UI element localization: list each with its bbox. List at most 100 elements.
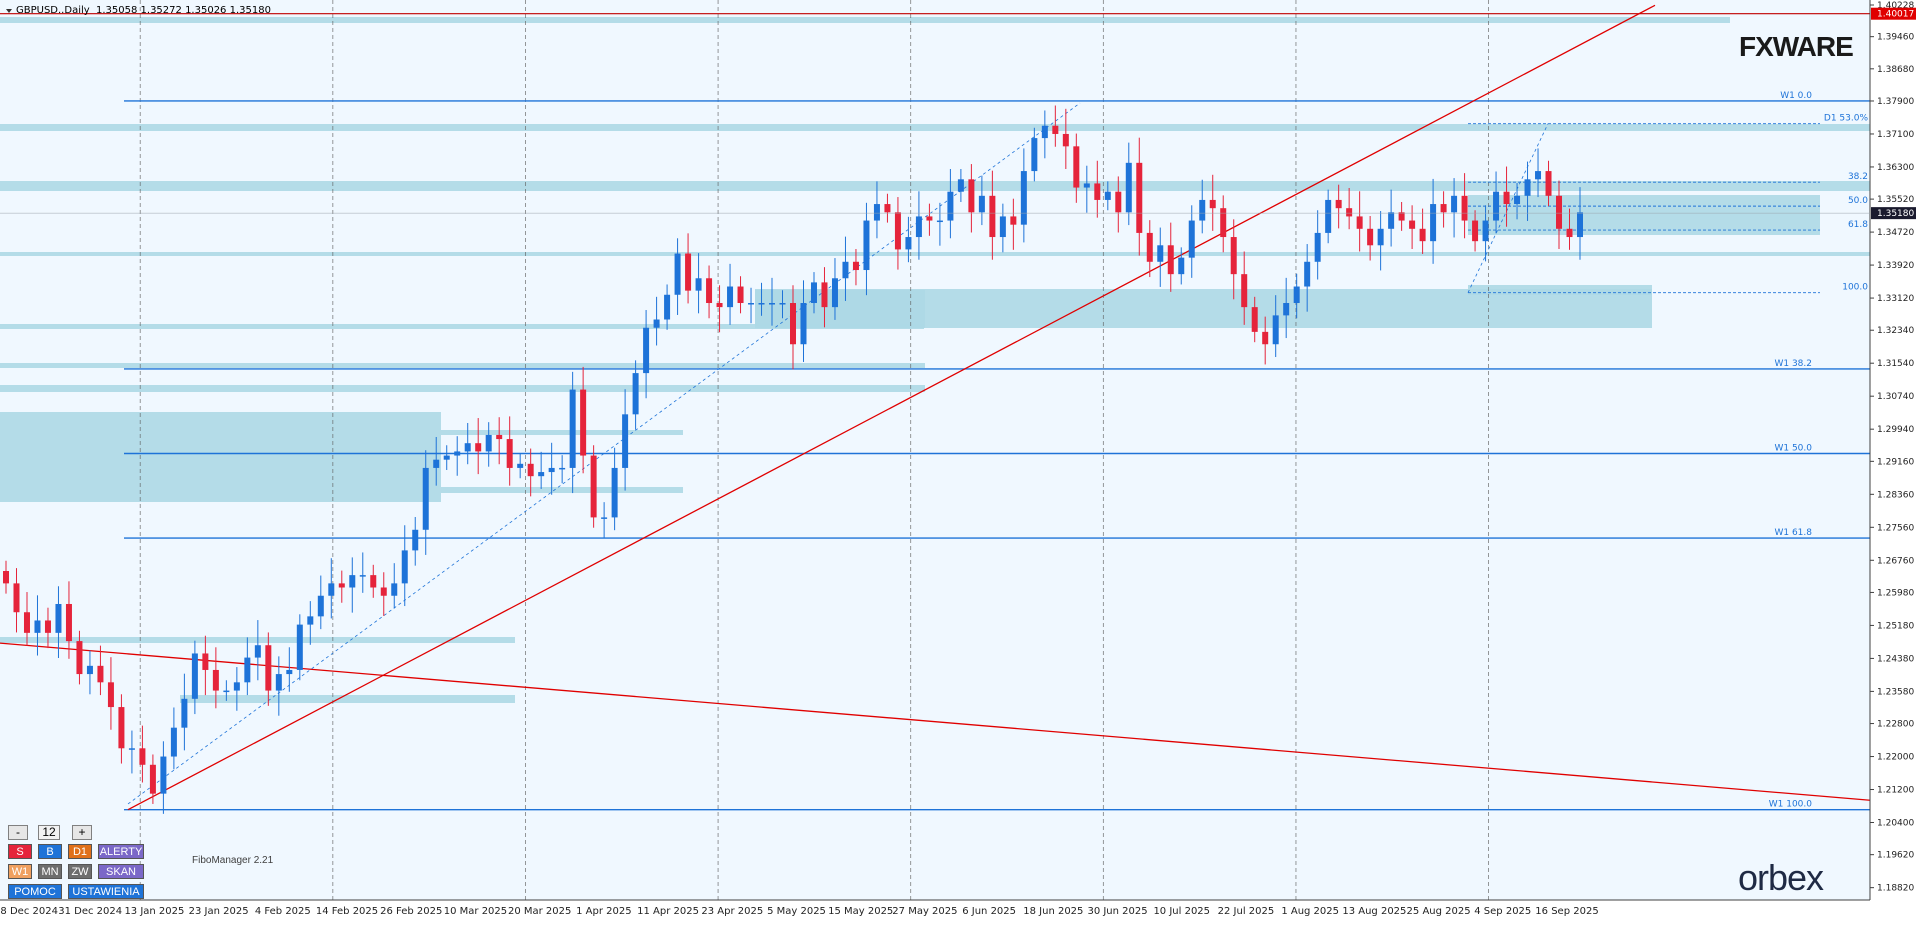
daily-fib-label: 50.0	[1848, 196, 1868, 206]
y-tick-label: 1.39460	[1877, 33, 1914, 43]
candle-body	[65, 603, 72, 642]
candle-body	[223, 690, 230, 693]
zone-15	[1468, 285, 1652, 295]
supply-demand-zones	[0, 17, 1870, 703]
settings-button[interactable]: USTAWIENIA	[68, 884, 144, 899]
decrease-button[interactable]: -	[8, 825, 28, 840]
candle-body	[1272, 315, 1279, 345]
candle-body	[790, 303, 796, 345]
price-badges: 1.40017 1.35180	[0, 7, 1916, 220]
candle-body	[1377, 228, 1384, 246]
y-tick-label: 1.22800	[1877, 720, 1914, 730]
candle-body	[97, 665, 104, 683]
w1-button[interactable]: W1	[8, 864, 32, 879]
candle-body	[821, 282, 828, 308]
zone-13	[180, 695, 515, 703]
candle-body	[86, 665, 93, 675]
candle-body	[1493, 191, 1500, 221]
candle-body	[296, 624, 303, 670]
increase-button[interactable]: +	[72, 825, 92, 840]
vertical-grid	[139, 0, 1489, 900]
y-tick-label: 1.25980	[1877, 588, 1914, 598]
zone-7	[0, 385, 925, 392]
candle-body	[328, 583, 335, 596]
candle-body	[873, 204, 880, 221]
x-tick-label: 13 Aug 2025	[1342, 906, 1406, 917]
candle-body	[55, 603, 62, 633]
candle-body	[1199, 199, 1206, 221]
collapse-arrow-icon[interactable]	[6, 9, 12, 13]
candle-body	[1398, 212, 1405, 221]
candle-body	[443, 455, 450, 460]
candle-body	[748, 303, 755, 305]
daily-fib-label: 38.2	[1848, 172, 1868, 182]
candle-body	[1146, 232, 1153, 262]
candle-body	[317, 595, 324, 617]
y-tick-label: 1.30740	[1877, 392, 1914, 402]
y-tick-label: 1.35520	[1877, 195, 1914, 205]
candle-body	[13, 583, 20, 613]
candle-body	[275, 674, 282, 691]
y-tick-label: 1.33120	[1877, 294, 1914, 304]
candle-body	[1052, 125, 1059, 134]
y-tick-label: 1.33920	[1877, 261, 1914, 271]
candle-body	[548, 467, 555, 473]
sell-button[interactable]: S	[8, 844, 32, 859]
candle-body	[915, 216, 922, 238]
candle-body	[1461, 195, 1468, 221]
candle-body	[370, 575, 377, 588]
daily-fib-label: D1 53.0%	[1824, 114, 1869, 124]
daily-fib-label: 100.0	[1842, 283, 1868, 293]
x-tick-label: 22 Jul 2025	[1218, 906, 1275, 917]
candle-body	[412, 529, 419, 551]
x-tick-label: 10 Mar 2025	[444, 906, 507, 917]
daily-fib-label: 61.8	[1848, 220, 1868, 230]
x-tick-label: 6 Jun 2025	[962, 906, 1016, 917]
candle-body	[622, 414, 629, 468]
buy-button[interactable]: B	[38, 844, 62, 859]
candle-body	[1283, 303, 1290, 316]
x-tick-label: 14 Feb 2025	[316, 906, 378, 917]
candle-body	[139, 748, 146, 765]
alerts-button[interactable]: ALERTY	[98, 844, 144, 859]
candle-body	[695, 278, 702, 291]
zone-10	[441, 487, 683, 493]
y-tick-label: 1.31540	[1877, 359, 1914, 369]
x-tick-label: 11 Apr 2025	[637, 906, 699, 917]
candle-body	[1125, 162, 1132, 213]
candles	[3, 105, 1583, 814]
x-tick-label: 30 Jun 2025	[1087, 906, 1147, 917]
candle-body	[433, 459, 440, 468]
candle-body	[1430, 204, 1437, 242]
zw-button[interactable]: ZW	[68, 864, 92, 879]
candle-body	[517, 463, 524, 468]
candle-body	[1545, 171, 1552, 196]
candle-body	[1304, 261, 1311, 287]
y-tick-label: 1.24380	[1877, 654, 1914, 664]
y-tick-label: 1.26760	[1877, 556, 1914, 566]
d1-button[interactable]: D1	[68, 844, 92, 859]
candle-body	[884, 204, 891, 213]
candle-body	[1409, 220, 1416, 229]
current-price-text: 1.35180	[1877, 209, 1914, 219]
y-tick-label: 1.40228	[1877, 1, 1914, 11]
candle-body	[810, 282, 817, 304]
candle-body	[454, 451, 461, 456]
candle-body	[559, 467, 566, 470]
candle-body	[212, 669, 219, 691]
candle-body	[831, 278, 838, 308]
scan-button[interactable]: SKAN	[98, 864, 144, 879]
candle-body	[527, 463, 534, 477]
mn-button[interactable]: MN	[38, 864, 62, 879]
period-field[interactable]: 12	[38, 825, 60, 840]
candle-body	[1482, 220, 1489, 242]
weekly-fib-label: W1 50.0	[1774, 443, 1812, 453]
help-button[interactable]: POMOC	[8, 884, 62, 899]
candle-body	[894, 212, 901, 250]
candle-body	[1293, 286, 1300, 304]
candle-body	[254, 645, 261, 658]
candle-body	[643, 327, 650, 374]
